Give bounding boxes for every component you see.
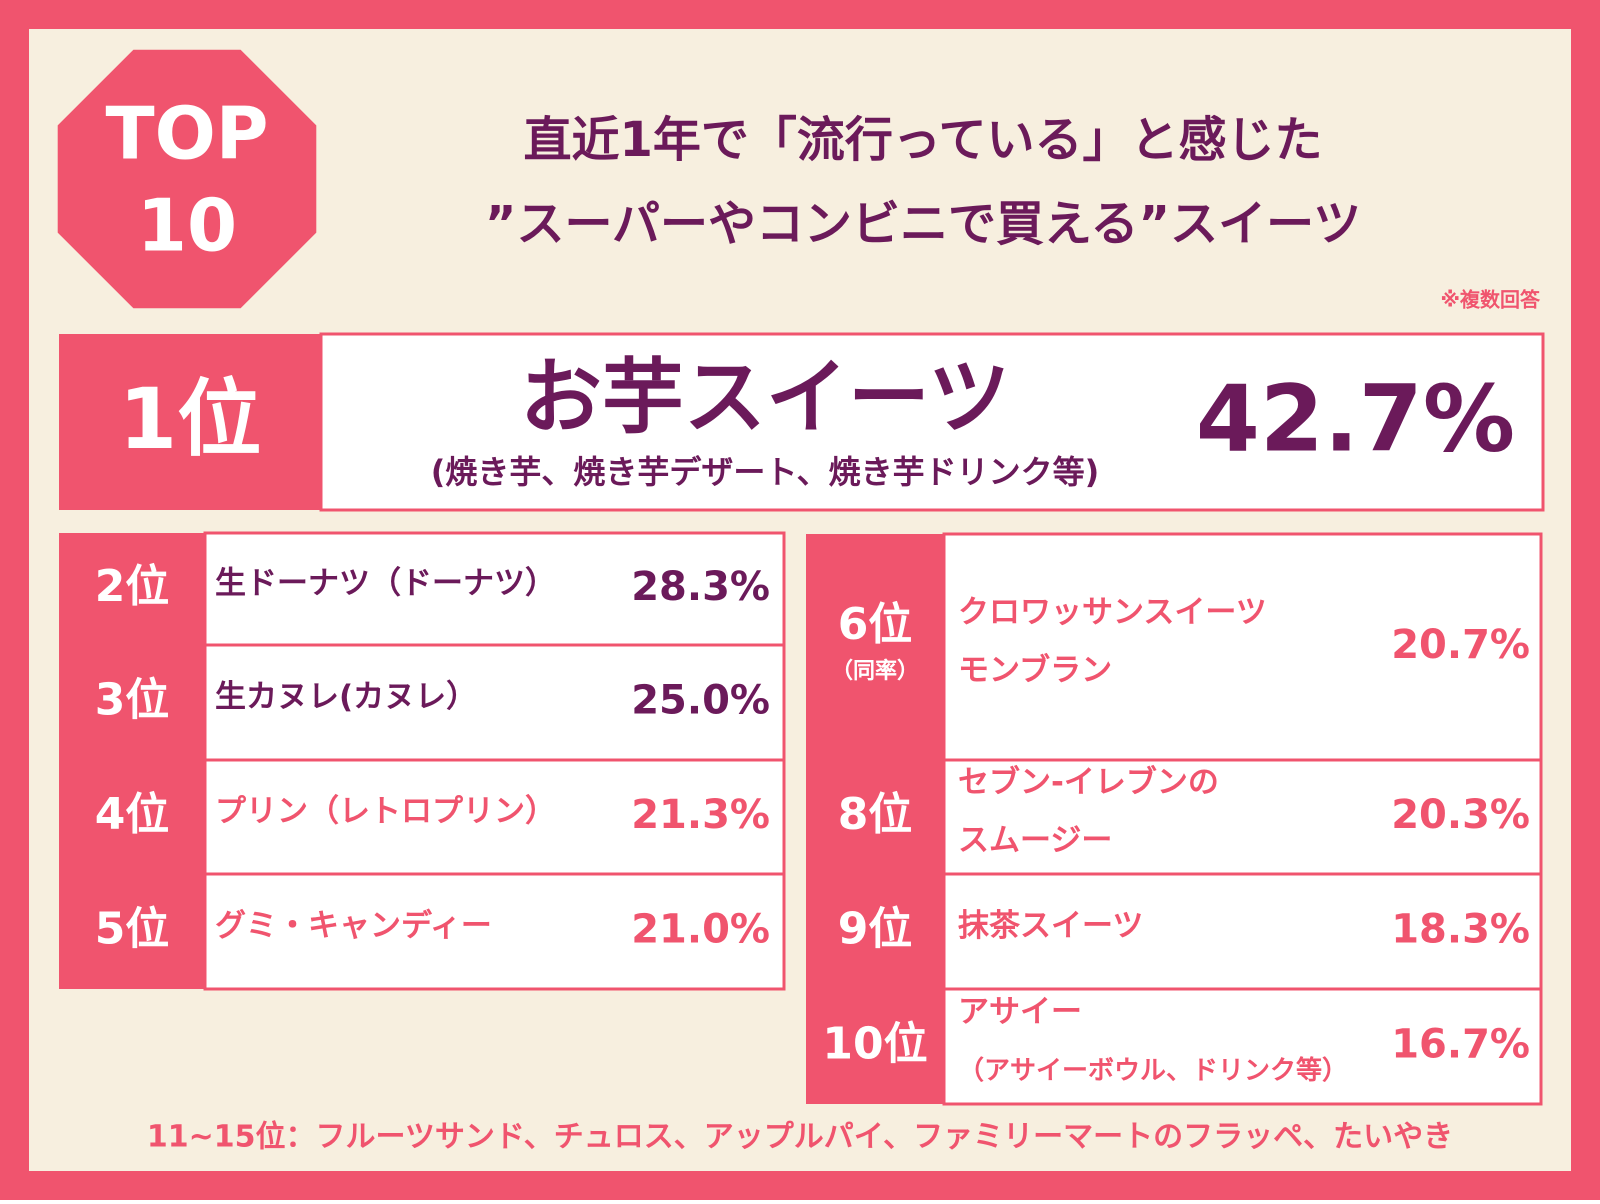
item-cell <box>203 643 786 762</box>
rank-cell <box>59 533 205 645</box>
item-cell <box>942 872 1543 991</box>
item-cell <box>942 532 1543 762</box>
rank: 2位 <box>95 561 170 612</box>
item-name: グミ・キャンディー <box>215 908 492 944</box>
rank-cell <box>59 874 205 989</box>
rank: 1位 <box>119 370 261 468</box>
item-name: アサイー <box>958 994 1082 1030</box>
item-name: スムージー <box>958 823 1112 859</box>
item-cell <box>203 872 786 991</box>
rank-cell <box>806 989 944 1104</box>
title: ”スーパーやコンビニで買える”スイーツ <box>485 196 1361 252</box>
badge <box>57 49 317 309</box>
item-detail: （アサイーボウル、ドリンク等） <box>958 1055 1348 1086</box>
item-detail: (焼き芋、焼き芋デザート、焼き芋ドリンク等) <box>431 453 1100 491</box>
item-cell <box>942 758 1543 876</box>
rank-cell <box>59 334 321 510</box>
note: ※複数回答 <box>1441 288 1541 312</box>
item-name: 生ドーナツ（ドーナツ） <box>215 566 556 602</box>
rank: 8位 <box>838 789 913 840</box>
percent: 42.7% <box>1196 365 1515 472</box>
percent: 20.3% <box>1391 792 1530 838</box>
rank: 10位 <box>822 1019 927 1070</box>
item-name: 抹茶スイーツ <box>958 908 1143 944</box>
rank: 3位 <box>95 675 170 726</box>
badge-text: 10 <box>137 184 237 268</box>
rank-cell <box>59 760 205 874</box>
badge-text: TOP <box>105 92 268 176</box>
rank-note: （同率） <box>831 658 919 684</box>
rank: 9位 <box>838 904 913 955</box>
percent: 21.0% <box>631 907 770 953</box>
item-name: モンブラン <box>958 653 1112 689</box>
item-name: セブン-イレブンの <box>958 765 1219 801</box>
item-cell <box>319 332 1545 512</box>
item-name: クロワッサンスイーツ <box>958 595 1267 631</box>
rank-cell <box>59 645 205 760</box>
percent: 21.3% <box>631 792 770 838</box>
percent: 28.3% <box>631 564 770 610</box>
rank-cell <box>806 760 944 874</box>
percent: 25.0% <box>631 678 770 724</box>
rank-cell <box>806 874 944 989</box>
percent: 20.7% <box>1391 622 1530 668</box>
item-cell <box>942 987 1543 1106</box>
item-cell <box>203 531 786 647</box>
item-name: お芋スイーツ <box>520 350 1010 445</box>
item-name: プリン（レトロプリン） <box>215 794 556 830</box>
rank: 6位 <box>838 599 913 650</box>
footer: 11~15位：フルーツサンド、チュロス、アップルパイ、ファミリーマートのフラッペ… <box>147 1120 1453 1155</box>
rank: 4位 <box>95 789 170 840</box>
rank: 5位 <box>95 904 170 955</box>
item-cell <box>203 758 786 876</box>
rank-cell <box>806 534 944 760</box>
percent: 16.7% <box>1391 1022 1530 1068</box>
item-name: 生カヌレ(カヌレ） <box>215 679 477 715</box>
title: 直近1年で「流行っている」と感じた <box>524 112 1323 168</box>
percent: 18.3% <box>1391 907 1530 953</box>
